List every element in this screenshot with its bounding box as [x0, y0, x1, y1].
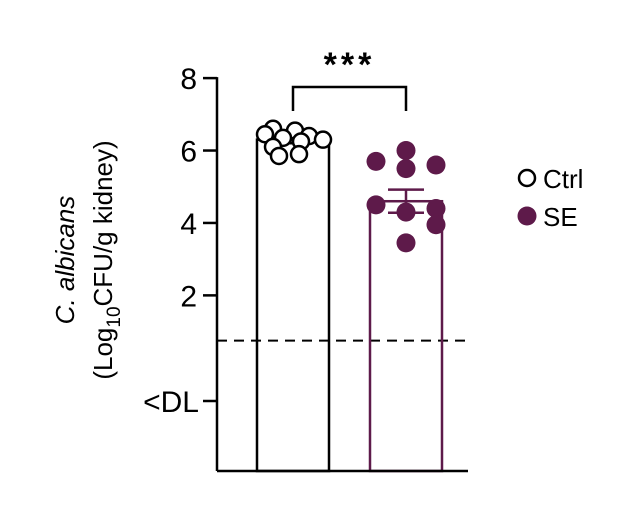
data-point-se: [396, 159, 416, 179]
y-axis-title-line1: C. albicans: [50, 196, 80, 325]
legend: Ctrl SE: [517, 164, 583, 232]
data-point-ctrl: [289, 144, 309, 164]
data-point-se: [426, 155, 446, 175]
data-point-se: [396, 233, 416, 253]
y-ticks-group: 2 4 6 8 <DL: [143, 63, 217, 419]
data-point-se: [426, 198, 446, 218]
dl-tick-label: <DL: [143, 386, 199, 419]
data-point-se: [426, 215, 446, 235]
y-axis: [215, 77, 468, 473]
data-point-se: [366, 151, 386, 171]
significance-bracket: ***: [291, 46, 408, 111]
data-point-se: [366, 195, 386, 215]
y-axis-title: C. albicans (Log10CFU/g kidney): [50, 140, 125, 379]
data-points-group: [255, 119, 446, 253]
bar-ctrl: [255, 138, 331, 473]
y-axis-title-subscript: 10: [104, 306, 125, 327]
legend-marker-ctrl: [517, 168, 537, 188]
significance-label: ***: [324, 46, 376, 84]
data-point-ctrl: [255, 124, 275, 144]
y-tick-label: 6: [180, 136, 197, 169]
y-axis-title-line2: (Log10CFU/g kidney): [88, 140, 125, 379]
significance-bracket-line: [291, 85, 408, 111]
data-point-se: [396, 202, 416, 222]
legend-marker-se: [517, 206, 537, 226]
data-point-ctrl: [269, 146, 289, 166]
y-axis-title-suffix: CFU/g kidney): [88, 140, 118, 306]
data-point-ctrl: [313, 130, 333, 149]
legend-label-se: SE: [543, 202, 578, 232]
y-axis-title-prefix: (Log: [88, 328, 118, 380]
y-tick-label: 2: [180, 280, 197, 313]
legend-label-ctrl: Ctrl: [543, 164, 583, 194]
y-tick-label: 4: [180, 208, 197, 241]
data-point-se: [396, 141, 416, 161]
y-tick-label: 8: [180, 63, 197, 96]
